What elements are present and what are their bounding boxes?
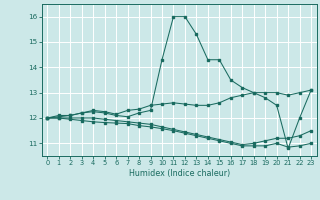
- X-axis label: Humidex (Indice chaleur): Humidex (Indice chaleur): [129, 169, 230, 178]
